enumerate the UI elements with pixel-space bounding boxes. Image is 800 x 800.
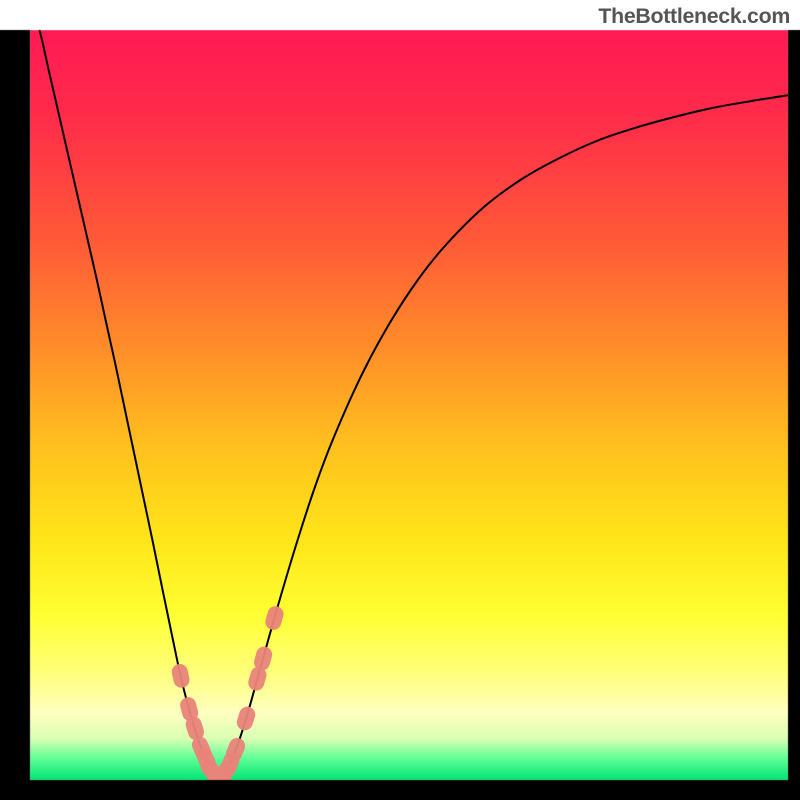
- bottleneck-curve: [0, 0, 800, 800]
- curve-marker: [235, 705, 257, 733]
- watermark-text: TheBottleneck.com: [598, 4, 790, 29]
- curve-marker: [170, 662, 191, 689]
- curve-segment: [30, 4, 220, 780]
- curve-segment: [220, 95, 789, 780]
- chart-container: TheBottleneck.com: [0, 0, 800, 800]
- curve-marker: [264, 604, 286, 631]
